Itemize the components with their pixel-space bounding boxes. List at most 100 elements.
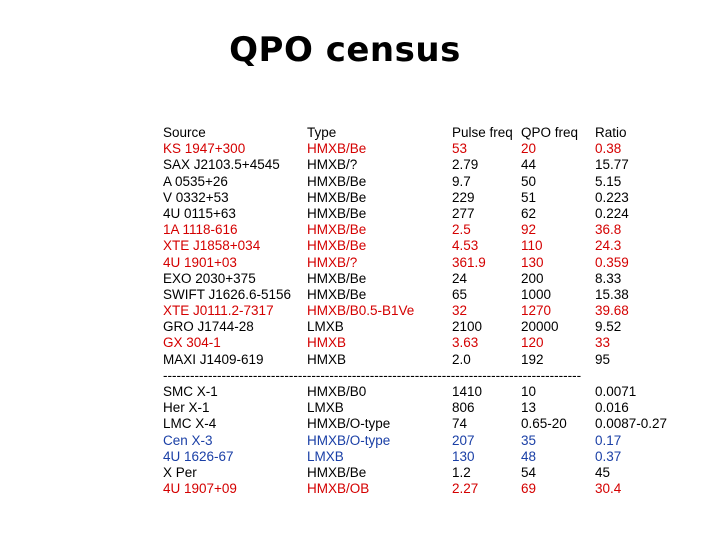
cell-ratio: 39.68 — [595, 303, 629, 319]
cell-type: HMXB/OB — [307, 481, 370, 497]
cell-qpo-freq: 54 — [521, 464, 537, 480]
cell-source: SWIFT J1626.6-5156 — [163, 286, 292, 302]
cell-source: KS 1947+300 — [163, 141, 246, 157]
cell-type: HMXB/Be — [307, 286, 367, 302]
cell-source: SMC X-1 — [163, 384, 218, 399]
cell-ratio: 0.0087-0.27 — [595, 416, 668, 432]
cell-pulse-freq: 24 — [452, 270, 468, 286]
cell-pulse-freq: 4.53 — [452, 238, 479, 254]
cell-ratio: 9.52 — [595, 319, 622, 335]
cell-pulse-freq: 806 — [452, 400, 475, 416]
cell-source: LMC X-4 — [163, 416, 217, 432]
cell-ratio: 30.4 — [595, 481, 622, 497]
cell-type: LMXB — [307, 448, 344, 464]
cell-qpo-freq: 1000 — [521, 286, 552, 302]
cell-type: HMXB/Be — [307, 270, 367, 286]
cell-type: HMXB/O-type — [307, 416, 391, 432]
cell-pulse-freq: 2.5 — [452, 222, 471, 238]
cell-type: HMXB/Be — [307, 205, 367, 221]
header-source: Source — [163, 125, 206, 140]
slide-title: QPO census — [229, 30, 461, 70]
cell-ratio: 0.016 — [595, 400, 629, 416]
cell-source: 1A 1118-616 — [163, 222, 238, 238]
cell-ratio: 0.37 — [595, 448, 622, 464]
cell-source: X Per — [163, 464, 197, 480]
cell-pulse-freq: 1410 — [452, 384, 483, 399]
cell-type: HMXB/Be — [307, 222, 367, 238]
cell-source: A 0535+26 — [163, 173, 228, 189]
cell-ratio: 0.0071 — [595, 384, 637, 399]
cell-source: GRO J1744-28 — [163, 319, 254, 335]
cell-pulse-freq: 3.63 — [452, 335, 479, 351]
cell-ratio: 95 — [595, 351, 611, 367]
header-type: Type — [307, 125, 337, 140]
cell-pulse-freq: 9.7 — [452, 173, 471, 189]
cell-type: HMXB/O-type — [307, 432, 391, 448]
cell-qpo-freq: 0.65-20 — [521, 416, 567, 432]
cell-source: 4U 1626-67 — [163, 448, 234, 464]
cell-ratio: 0.359 — [595, 254, 629, 270]
cell-source: XTE J0111.2-7317 — [163, 303, 274, 319]
cell-type: HMXB/Be — [307, 238, 367, 254]
cell-pulse-freq: 2.79 — [452, 157, 479, 173]
cell-qpo-freq: 69 — [521, 481, 537, 497]
cell-source: Her X-1 — [163, 400, 210, 416]
header-qpo-freq: QPO freq — [521, 125, 579, 140]
cell-pulse-freq: 65 — [452, 286, 468, 302]
cell-pulse-freq: 361.9 — [452, 254, 486, 270]
cell-pulse-freq: 130 — [452, 448, 475, 464]
cell-pulse-freq: 207 — [452, 432, 475, 448]
cell-type: HMXB — [307, 351, 347, 367]
cell-qpo-freq: 110 — [521, 238, 543, 254]
cell-qpo-freq: 1270 — [521, 303, 552, 319]
cell-ratio: 0.17 — [595, 432, 622, 448]
cell-source: MAXI J1409-619 — [163, 351, 264, 367]
cell-qpo-freq: 51 — [521, 189, 537, 205]
cell-ratio: 0.224 — [595, 205, 629, 221]
cell-ratio: 33 — [595, 335, 611, 351]
cell-type: HMXB/? — [307, 254, 358, 270]
cell-qpo-freq: 10 — [521, 384, 537, 399]
cell-qpo-freq: 130 — [521, 254, 544, 270]
cell-ratio: 24.3 — [595, 238, 622, 254]
header-ratio: Ratio — [595, 125, 627, 140]
cell-qpo-freq: 35 — [521, 432, 537, 448]
cell-qpo-freq: 200 — [521, 270, 544, 286]
cell-ratio: 0.223 — [595, 189, 629, 205]
cell-type: HMXB/Be — [307, 189, 367, 205]
cell-qpo-freq: 13 — [521, 400, 537, 416]
cell-type: HMXB/Be — [307, 141, 367, 157]
cell-type: HMXB — [307, 335, 347, 351]
cell-type: LMXB — [307, 319, 344, 335]
cell-pulse-freq: 1.2 — [452, 464, 471, 480]
cell-pulse-freq: 2100 — [452, 319, 483, 335]
cell-ratio: 5.15 — [595, 173, 622, 189]
cell-qpo-freq: 50 — [521, 173, 537, 189]
cell-qpo-freq: 92 — [521, 222, 537, 238]
cell-ratio: 0.38 — [595, 141, 622, 157]
cell-source: 4U 1901+03 — [163, 254, 237, 270]
cell-qpo-freq: 120 — [521, 335, 544, 351]
cell-pulse-freq: 277 — [452, 205, 475, 221]
cell-source: SAX J2103.5+4545 — [163, 157, 280, 173]
cell-qpo-freq: 20 — [521, 141, 537, 157]
cell-source: Cen X-3 — [163, 432, 213, 448]
header-pulse-freq: Pulse freq — [452, 125, 513, 140]
cell-ratio: 36.8 — [595, 222, 622, 238]
cell-qpo-freq: 48 — [521, 448, 537, 464]
cell-type: HMXB/Be — [307, 464, 367, 480]
cell-type: HMXB/Be — [307, 173, 367, 189]
cell-source: V 0332+53 — [163, 189, 229, 205]
cell-source: 4U 1907+09 — [163, 481, 237, 497]
cell-pulse-freq: 229 — [452, 189, 475, 205]
cell-pulse-freq: 74 — [452, 416, 468, 432]
cell-pulse-freq: 2.0 — [452, 351, 471, 367]
cell-ratio: 45 — [595, 464, 611, 480]
cell-pulse-freq: 32 — [452, 303, 468, 319]
cell-qpo-freq: 62 — [521, 205, 537, 221]
cell-source: 4U 0115+63 — [163, 205, 236, 221]
cell-ratio: 15.77 — [595, 157, 629, 173]
cell-qpo-freq: 192 — [521, 351, 544, 367]
cell-pulse-freq: 53 — [452, 141, 468, 157]
cell-qpo-freq: 44 — [521, 157, 537, 173]
